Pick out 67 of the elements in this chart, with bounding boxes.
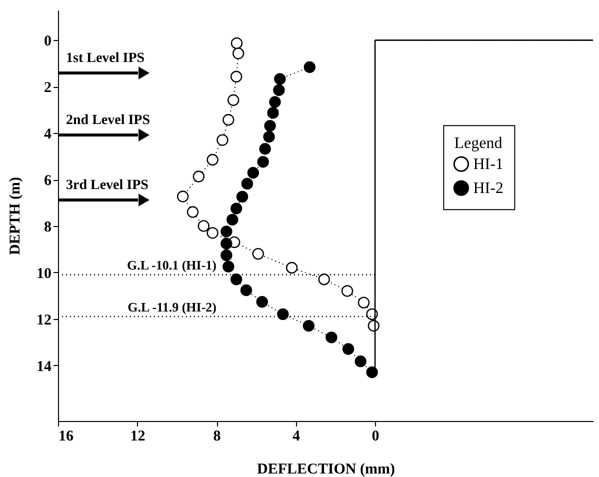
- annotation: 2nd Level IPS: [66, 113, 150, 128]
- y-tick-label: 10: [36, 266, 52, 282]
- y-tick-label: 4: [44, 126, 52, 143]
- point: [241, 178, 254, 190]
- x-tick-label: 12: [130, 428, 146, 444]
- point: [220, 249, 232, 262]
- y-tick-label: 8: [44, 219, 52, 236]
- y-tick-label: 14: [36, 358, 52, 375]
- y-tick-label: 0: [44, 34, 52, 50]
- annotation: 3rd Level IPS: [66, 178, 149, 193]
- point: [192, 170, 205, 182]
- point: [176, 190, 189, 202]
- point: [228, 94, 240, 106]
- point: [318, 274, 330, 286]
- point: [186, 206, 199, 218]
- point: [220, 238, 232, 250]
- x-tick-label: 4: [292, 428, 301, 444]
- annotation: 1st Level IPS: [66, 51, 145, 66]
- x-tick-label: 8: [213, 428, 221, 444]
- point: [230, 202, 242, 214]
- point: [273, 84, 285, 96]
- y-tick-label: 2: [44, 80, 52, 96]
- point: [222, 260, 234, 272]
- point: [252, 248, 264, 260]
- x-tick-label: 0: [372, 428, 380, 444]
- point: [257, 156, 269, 168]
- point: [226, 214, 238, 226]
- y-tick-label: 6: [44, 173, 52, 190]
- point: [341, 285, 354, 297]
- point: [267, 107, 279, 119]
- x-axis-title: DEFLECTION (mm): [257, 462, 395, 477]
- point: [259, 143, 271, 155]
- legend-label: HI-1: [473, 156, 504, 174]
- point: [326, 332, 338, 344]
- point: [230, 37, 243, 50]
- ref-line-label: G.L -11.9 (HI-2): [128, 300, 217, 315]
- point: [354, 355, 366, 368]
- point: [206, 154, 218, 166]
- point: [230, 70, 242, 82]
- legend-title: Legend: [454, 135, 502, 152]
- point: [247, 166, 260, 179]
- point: [286, 262, 298, 274]
- y-axis-title: DEPTH (m): [8, 177, 24, 255]
- point: [198, 220, 210, 232]
- point: [232, 48, 244, 60]
- y-tick-label: 12: [36, 312, 52, 328]
- point: [220, 226, 232, 238]
- x-tick-label: 16: [58, 428, 74, 444]
- point: [263, 130, 275, 143]
- point: [222, 114, 234, 126]
- point: [358, 296, 370, 308]
- legend-label: HI-2: [473, 180, 504, 198]
- point: [240, 284, 252, 296]
- ref-line-label: G.L -10.1 (HI-1): [126, 258, 217, 273]
- point: [274, 73, 286, 85]
- point: [206, 227, 218, 239]
- point: [302, 320, 314, 332]
- point: [264, 120, 276, 132]
- point: [230, 274, 242, 286]
- point: [366, 366, 378, 378]
- point: [342, 343, 354, 355]
- point: [269, 96, 281, 108]
- point: [256, 296, 268, 308]
- point: [304, 61, 316, 73]
- point: [277, 308, 289, 320]
- point: [216, 134, 228, 146]
- point: [236, 190, 248, 203]
